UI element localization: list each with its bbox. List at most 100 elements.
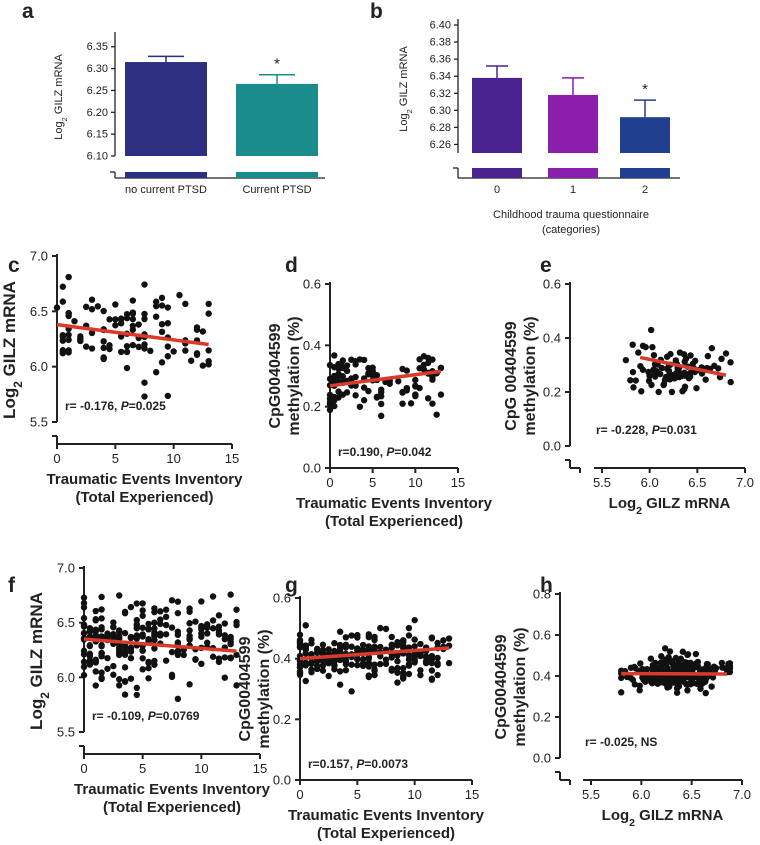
scatter-point-c <box>59 298 67 305</box>
scatter-point-f <box>168 671 176 679</box>
scatter-point-h <box>651 678 658 686</box>
scatter-point-g <box>365 646 372 653</box>
scatter-point-d <box>365 370 372 377</box>
scatter-point-f <box>227 638 234 645</box>
scatter-point-f <box>80 663 88 671</box>
scatter-point-d <box>437 391 445 398</box>
scatter-point-c <box>199 328 207 335</box>
scatter-point-f <box>168 597 176 604</box>
scatter-point-c <box>100 307 107 315</box>
regression-line-d <box>329 369 442 388</box>
scatter-point-c <box>170 348 177 355</box>
x-tick-label-e: 6.5 <box>688 475 706 490</box>
scatter-point-g <box>348 632 355 639</box>
scatter-point-g <box>394 679 401 686</box>
scatter-point-f <box>145 625 152 633</box>
scatter-point-c <box>141 281 148 288</box>
scatter-point-c <box>129 341 137 349</box>
scatter-point-c <box>106 316 113 323</box>
scatter-point-c <box>88 296 96 303</box>
scatter-point-d <box>339 357 346 364</box>
scatter-point-f <box>221 620 228 627</box>
panel-b: b 6.26 6.28 6.30 6.32 6.34 6.36 6.38 6.40 0 1 * 2 Log… <box>370 0 680 236</box>
scatter-point-c <box>158 359 166 366</box>
scatter-point-f <box>80 671 88 679</box>
scatter-point-e <box>722 350 730 357</box>
scatter-point-c <box>129 326 137 333</box>
scatter-point-c <box>65 347 72 354</box>
scatter-point-e <box>727 378 734 386</box>
scatter-point-f <box>151 625 158 632</box>
regression-line-g <box>299 646 450 661</box>
scatter-point-c <box>193 324 201 331</box>
y-tick-label-c: 6.5 <box>30 304 48 319</box>
y-tick-label-e: 0.0 <box>543 439 561 454</box>
scatter-point-f <box>186 605 193 612</box>
scatter-point-h <box>697 685 704 692</box>
scatter-point-e <box>693 384 700 392</box>
x-axis-label-d: Traumatic Events Inventory <box>296 495 493 512</box>
y-tick-label-h: 0.8 <box>533 587 551 602</box>
scatter-point-h <box>703 664 711 671</box>
x-tick-label-a: no current PTSD <box>125 184 207 196</box>
scatter-point-d <box>373 394 381 401</box>
scatter-point-f <box>227 591 234 598</box>
scatter-point-f <box>145 658 152 666</box>
scatter-point-f <box>127 634 135 642</box>
scatter-point-e <box>704 352 712 360</box>
scatter-point-d <box>326 406 334 414</box>
scatter-point-f <box>192 656 199 663</box>
scatter-point-f <box>174 609 182 617</box>
scatter-point-f <box>221 674 228 681</box>
scatter-point-d <box>395 378 402 385</box>
scatter-point-c <box>141 379 148 386</box>
scatter-point-d <box>403 387 410 394</box>
x-tick-label-a: Current PTSD <box>242 184 311 196</box>
scatter-point-h <box>657 663 665 670</box>
scatter-point-f <box>98 606 105 613</box>
scatter-point-c <box>65 310 72 317</box>
scatter-point-c <box>135 343 142 351</box>
scatter-point-g <box>394 669 401 676</box>
scatter-point-c <box>123 364 131 372</box>
scatter-point-h <box>638 666 645 674</box>
panel-label-g: g <box>285 574 298 597</box>
scatter-point-f <box>180 651 187 659</box>
scatter-point-f <box>104 654 111 662</box>
scatter-point-c <box>141 310 148 318</box>
x-tick-label-f: 5 <box>139 761 146 776</box>
scatter-point-g <box>336 628 344 635</box>
bar-a-0 <box>125 62 207 157</box>
scatter-point-g <box>417 640 424 648</box>
panel-label-f: f <box>8 574 16 597</box>
scatter-point-c <box>100 344 107 352</box>
scatter-point-f <box>133 691 140 699</box>
scatter-point-f <box>186 635 193 642</box>
scatter-point-h <box>636 682 643 689</box>
panel-label-a: a <box>22 0 34 23</box>
scatter-point-h <box>632 665 639 672</box>
scatter-point-d <box>331 352 338 359</box>
scatter-point-g <box>417 671 424 679</box>
scatter-point-g <box>428 635 436 642</box>
scatter-point-f <box>151 619 158 626</box>
scatter-point-f <box>151 661 158 668</box>
x-axis-label2-c: (Total Experienced) <box>75 489 213 506</box>
scatter-point-f <box>127 675 135 682</box>
scatter-point-c <box>158 328 166 336</box>
scatter-point-f <box>186 681 193 688</box>
scatter-point-f <box>139 633 146 640</box>
regression-line-e <box>639 355 727 377</box>
scatter-point-g <box>308 659 315 666</box>
scatter-point-h <box>637 660 644 667</box>
scatter-point-f <box>174 631 182 639</box>
scatter-point-g <box>342 641 350 649</box>
y-tick-label-h: 0.4 <box>533 669 551 684</box>
x-tick-label-g: 15 <box>465 787 479 802</box>
scatter-point-f <box>233 618 240 626</box>
scatter-point-f <box>116 628 123 635</box>
scatter-point-g <box>302 662 309 669</box>
scatter-point-f <box>116 682 123 689</box>
y-tick-label-a: 6.30 <box>87 63 108 75</box>
scatter-point-f <box>139 607 146 614</box>
